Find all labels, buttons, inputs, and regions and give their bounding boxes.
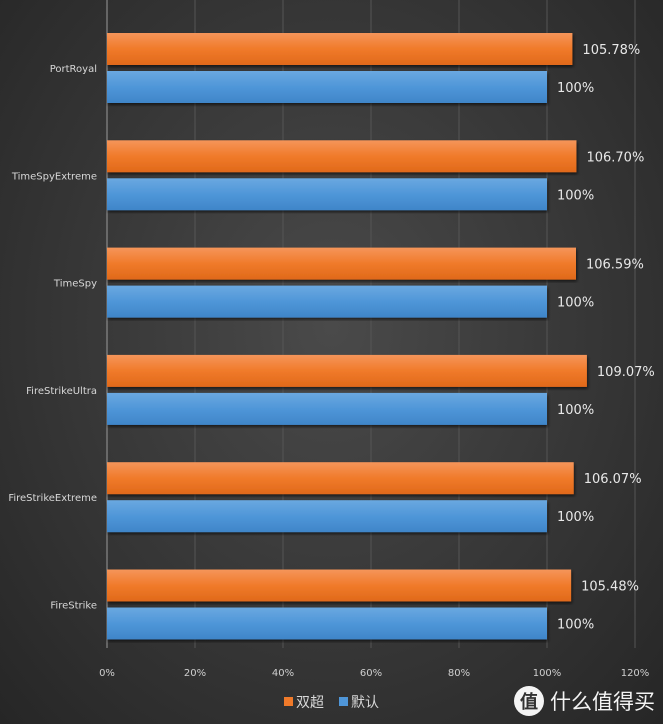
bar-default: [107, 607, 547, 640]
bar-dual-oc: [107, 569, 572, 602]
x-tick-label: 120%: [621, 668, 650, 679]
data-label: 109.07%: [597, 365, 655, 380]
data-label: 105.48%: [581, 580, 639, 595]
y-category-label: FireStrikeUltra: [26, 386, 97, 397]
data-label: 106.07%: [584, 472, 642, 487]
data-label: 100%: [557, 188, 594, 203]
legend-label: 双超: [296, 695, 324, 711]
watermark-logo: 值 什么值得买: [514, 686, 655, 716]
data-label: 106.70%: [586, 150, 644, 165]
y-category-label: TimeSpyExtreme: [11, 171, 97, 182]
legend-label: 默认: [351, 695, 379, 711]
bar-default: [107, 285, 547, 318]
watermark-text: 什么值得买: [550, 690, 655, 714]
data-label: 100%: [557, 618, 594, 633]
data-label: 100%: [557, 296, 594, 311]
data-label: 100%: [557, 81, 594, 96]
bar-default: [107, 178, 547, 211]
x-tick-label: 80%: [448, 668, 470, 679]
y-category-label: PortRoyal: [50, 64, 97, 75]
watermark-logo-icon: 值: [514, 686, 544, 716]
bar-default: [107, 500, 547, 533]
x-tick-label: 100%: [533, 668, 562, 679]
y-category-label: TimeSpy: [53, 279, 97, 290]
x-tick-label: 0%: [99, 668, 115, 679]
bar-default: [107, 392, 547, 425]
data-label: 100%: [557, 510, 594, 525]
bar-dual-oc: [107, 33, 573, 65]
bar-dual-oc: [107, 354, 587, 387]
data-label: 100%: [557, 403, 594, 418]
legend-swatch: [284, 697, 293, 706]
y-category-label: FireStrikeExtreme: [8, 493, 97, 504]
legend-swatch: [339, 697, 348, 706]
bar-dual-oc: [107, 140, 577, 173]
bar-default: [107, 71, 547, 103]
x-tick-label: 20%: [184, 668, 206, 679]
x-tick-label: 40%: [272, 668, 294, 679]
y-category-label: FireStrike: [50, 601, 97, 612]
bar-dual-oc: [107, 247, 576, 280]
bar-dual-oc: [107, 462, 574, 495]
data-label: 105.78%: [582, 43, 640, 58]
x-tick-label: 60%: [360, 668, 382, 679]
data-label: 106.59%: [586, 258, 644, 273]
